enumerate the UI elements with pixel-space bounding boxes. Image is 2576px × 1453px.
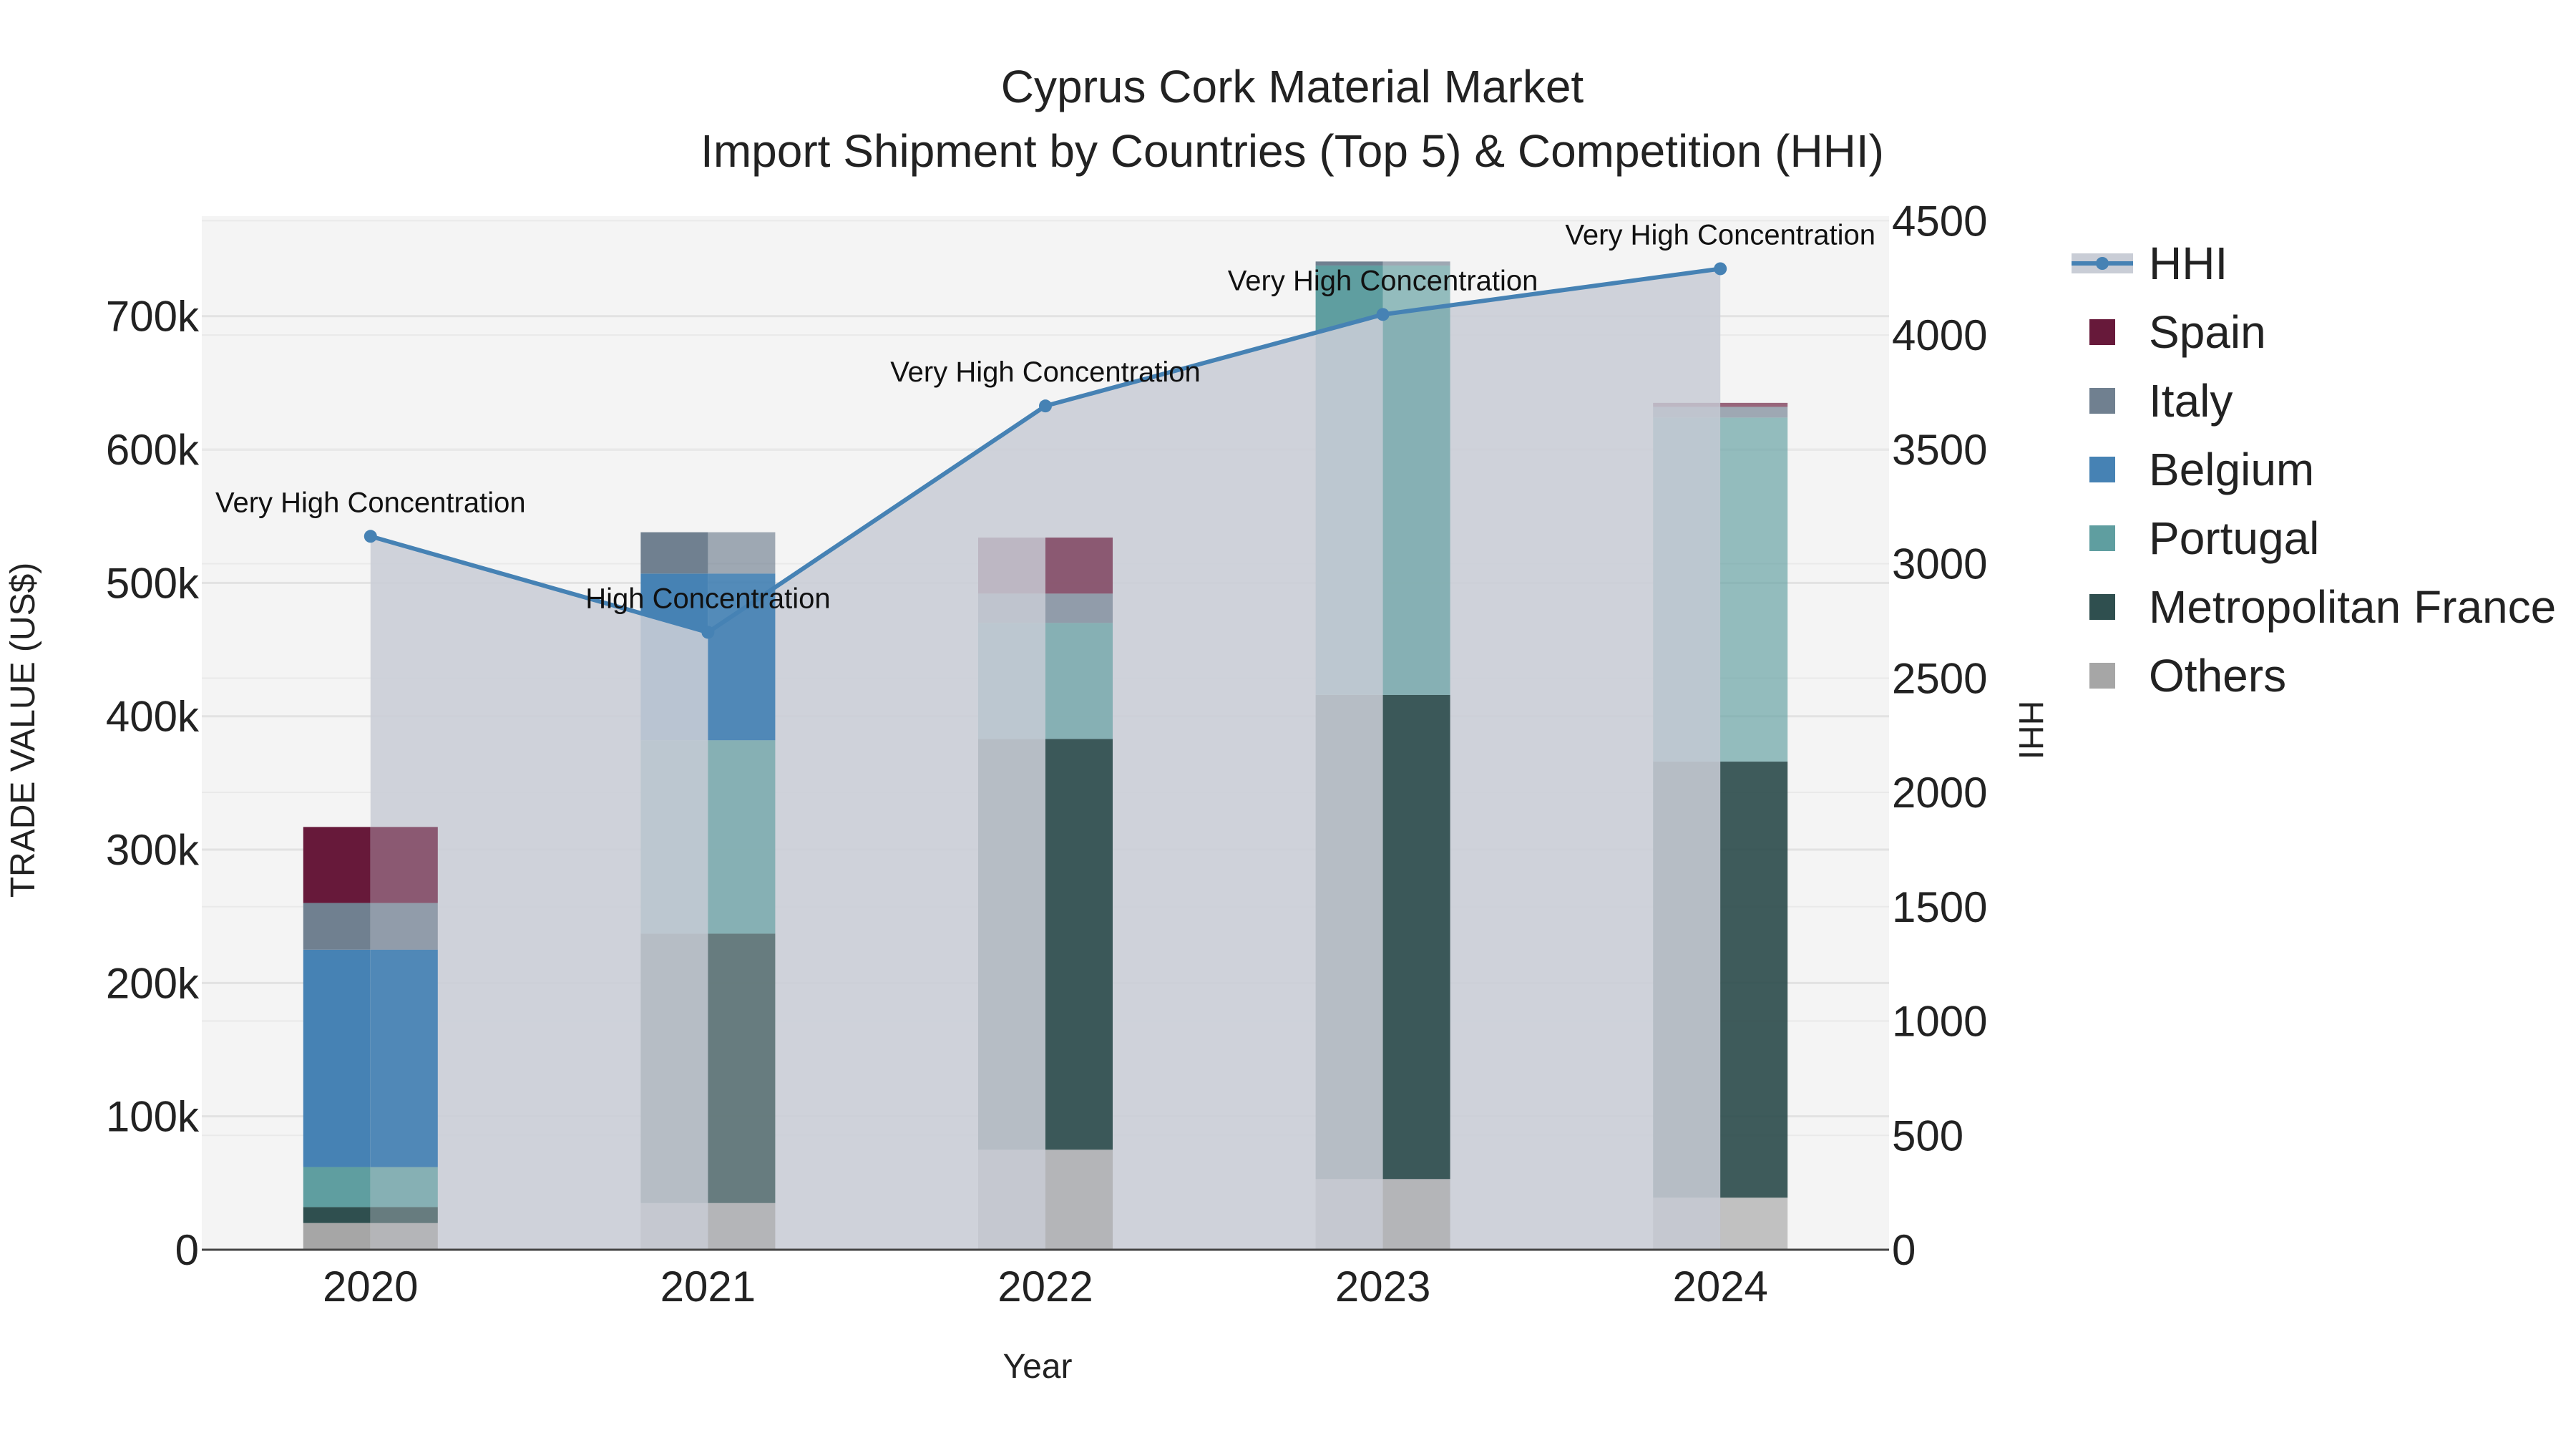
legend-swatch-italy [2089, 388, 2115, 414]
y-tick-100k: 100k [106, 1093, 200, 1141]
hhi-point-2022 [1039, 399, 1052, 413]
plot-layer: Very High Concentration High Concentratio… [106, 197, 1988, 1311]
x-tick-2023: 2023 [1335, 1263, 1430, 1311]
x-tick-2020: 2020 [323, 1263, 418, 1311]
y2-tick-4500: 4500 [1892, 197, 1987, 245]
legend-swatch-portugal [2089, 525, 2115, 551]
bar-2023-italy [1315, 261, 1383, 266]
bar-2020-portugal-overlay [370, 1167, 438, 1207]
x-tick-2021: 2021 [660, 1263, 756, 1311]
bar-2024-italy-overlay [1720, 407, 1788, 418]
y2-tick-0: 0 [1892, 1226, 1916, 1274]
legend: HHI Spain Italy Belgium Portugal Metropolitan… [2072, 238, 2556, 701]
x-tick-2024: 2024 [1672, 1263, 1767, 1311]
bar-2021-belgium-overlay [708, 573, 776, 741]
y-tick-400k: 400k [106, 693, 200, 741]
y-tick-300k: 300k [106, 826, 200, 874]
y-tick-500k: 500k [106, 559, 200, 607]
y2-tick-3500: 3500 [1892, 426, 1987, 474]
hhi-label-2024: Very High Concentration [1565, 219, 1875, 251]
y-tick-700k: 700k [106, 293, 200, 341]
legend-label-hhi: HHI [2149, 238, 2228, 289]
bar-2023-portugal-overlay [1382, 265, 1450, 695]
legend-label-others: Others [2149, 650, 2286, 701]
bar-2021-metropolitan-france-overlay [708, 933, 776, 1203]
hhi-label-2020: Very High Concentration [215, 487, 526, 518]
bar-2023-italy-overlay [1382, 261, 1450, 266]
legend-swatch-belgium [2089, 457, 2115, 482]
bar-2020-metropolitan-france [303, 1207, 371, 1223]
bar-2023-metropolitan-france-overlay [1382, 694, 1450, 1180]
bar-2020-portugal [303, 1167, 371, 1207]
y2-tick-1000: 1000 [1892, 998, 1987, 1046]
hhi-label-2022: Very High Concentration [890, 356, 1201, 388]
hhi-point-2021 [701, 626, 715, 639]
bar-2020-spain [303, 827, 371, 903]
legend-label-belgium: Belgium [2149, 444, 2314, 495]
bar-2020-belgium [303, 949, 371, 1167]
bar-2022-italy-overlay [1045, 593, 1113, 623]
y2-tick-4000: 4000 [1892, 311, 1987, 359]
bar-2020-others [303, 1223, 371, 1250]
y-tick-0: 0 [175, 1226, 199, 1274]
bar-2023-others-overlay [1382, 1179, 1450, 1250]
bar-2022-portugal-overlay [1045, 623, 1113, 739]
y-axis-title: TRADE VALUE (US$) [4, 563, 42, 898]
bar-2020-italy-overlay [370, 903, 438, 950]
hhi-label-2023: Very High Concentration [1228, 265, 1538, 296]
legend-swatch-others [2089, 663, 2115, 689]
hhi-point-2023 [1376, 308, 1390, 321]
y-tick-200k: 200k [106, 959, 200, 1007]
legend-label-portugal: Portugal [2149, 512, 2319, 564]
chart-subtitle: Import Shipment by Countries (Top 5) & C… [701, 125, 1884, 177]
bar-2022-spain-overlay [1045, 538, 1113, 594]
hhi-point-2020 [364, 530, 377, 543]
bar-2022-others-overlay [1045, 1150, 1113, 1250]
bar-2020-belgium-overlay [370, 949, 438, 1167]
bar-2024-metropolitan-france-overlay [1720, 762, 1788, 1198]
bar-2024-spain-overlay [1720, 402, 1788, 407]
bar-2021-portugal-overlay [708, 740, 776, 934]
y2-tick-2500: 2500 [1892, 654, 1987, 702]
legend-label-metropolitan-france: Metropolitan France [2149, 581, 2556, 633]
y2-tick-1500: 1500 [1892, 883, 1987, 931]
bar-2020-italy [303, 903, 371, 950]
legend-swatch-metropolitan-france [2089, 594, 2115, 620]
legend-swatch-spain [2089, 319, 2115, 345]
bar-2021-italy [640, 532, 708, 574]
bar-2024-others-overlay [1720, 1197, 1788, 1250]
bar-2020-spain-overlay [370, 827, 438, 903]
x-axis-title: Year [1003, 1348, 1073, 1386]
legend-label-spain: Spain [2149, 306, 2266, 358]
bar-2020-metropolitan-france-overlay [370, 1207, 438, 1223]
x-tick-2022: 2022 [997, 1263, 1093, 1311]
bar-2020-others-overlay [370, 1223, 438, 1250]
hhi-point-2024 [1714, 262, 1727, 276]
legend-hhi-swatch-dot [2096, 257, 2109, 270]
y-tick-600k: 600k [106, 426, 200, 474]
legend-label-italy: Italy [2149, 375, 2233, 427]
bar-2024-portugal-overlay [1720, 417, 1788, 762]
bar-2021-italy-overlay [708, 532, 776, 574]
y2-axis-title: HHI [2011, 701, 2049, 760]
y2-tick-500: 500 [1892, 1112, 1963, 1160]
bar-2022-metropolitan-france-overlay [1045, 739, 1113, 1150]
y2-tick-2000: 2000 [1892, 769, 1987, 817]
y2-tick-3000: 3000 [1892, 540, 1987, 588]
chart-title: Cyprus Cork Material Market [1001, 61, 1584, 112]
bar-2021-others-overlay [708, 1202, 776, 1250]
hhi-label-2021: High Concentration [585, 583, 830, 614]
